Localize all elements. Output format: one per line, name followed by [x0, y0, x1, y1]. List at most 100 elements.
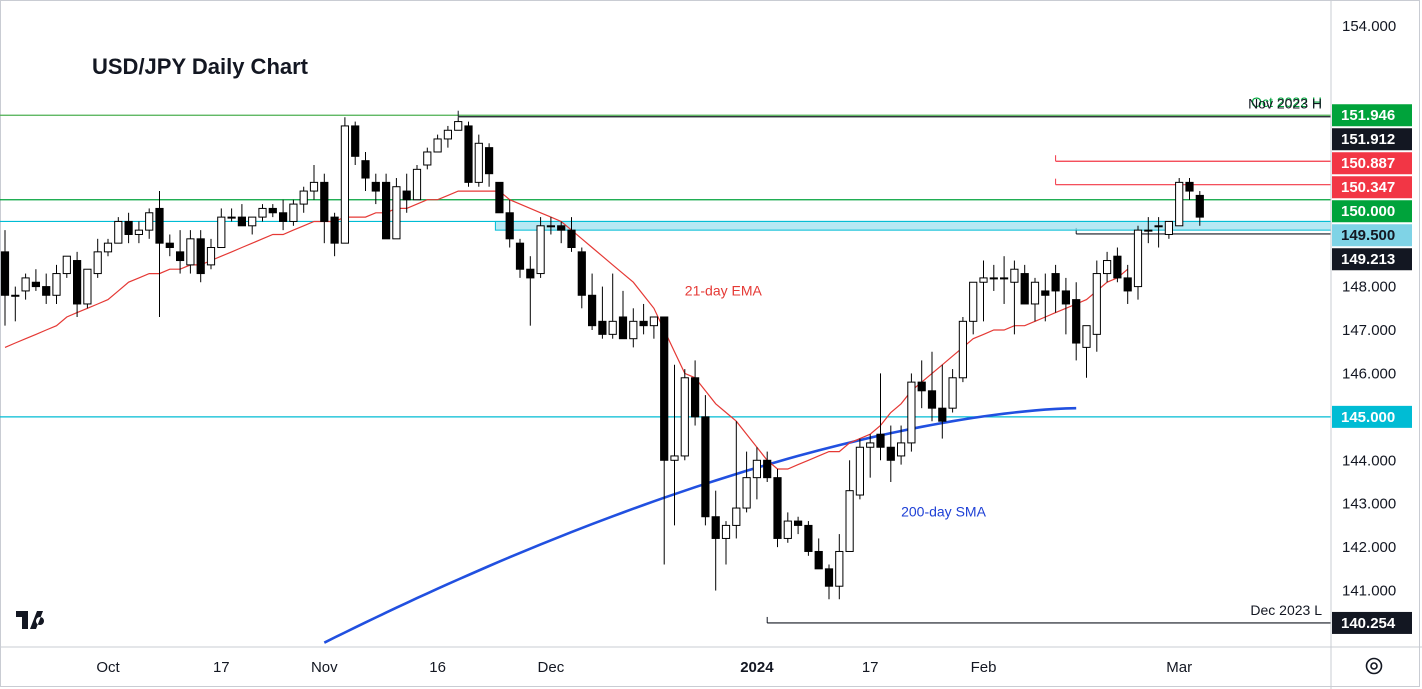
- candle-body: [1195, 194, 1204, 218]
- candle-body: [897, 442, 906, 457]
- candle-body: [1072, 299, 1081, 344]
- candle-body: [732, 507, 741, 526]
- candle: [443, 125, 452, 148]
- price-badge-label: 149.213: [1341, 251, 1395, 268]
- level-annotation: Dec 2023 L: [1250, 602, 1322, 618]
- price-badge-label: 150.347: [1341, 179, 1395, 196]
- x-tick-label: Dec: [538, 659, 565, 676]
- annotations: 21-day EMA 200-day SMA: [685, 282, 987, 519]
- candle: [1113, 247, 1122, 283]
- x-tick-label: 17: [213, 659, 230, 676]
- candle: [52, 264, 61, 304]
- candle-body: [691, 377, 700, 418]
- candle-body: [1103, 260, 1112, 275]
- candle: [691, 360, 700, 426]
- candle: [103, 238, 113, 257]
- candle-body: [1082, 325, 1091, 348]
- candle-body: [588, 294, 597, 327]
- candle-body: [917, 381, 926, 392]
- candle-body: [382, 181, 391, 240]
- chart-annotation: 200-day SMA: [901, 504, 986, 520]
- candle-body: [145, 212, 154, 231]
- candle: [948, 369, 957, 413]
- price-badge-label: 151.946: [1341, 107, 1395, 124]
- candle-body: [649, 316, 658, 327]
- candle-body: [93, 251, 102, 275]
- candle-body: [927, 390, 937, 409]
- candle: [114, 217, 123, 244]
- candle: [1000, 256, 1009, 304]
- candle-body: [629, 320, 638, 340]
- candle: [433, 134, 442, 153]
- candle: [845, 460, 854, 552]
- candle-body: [114, 220, 123, 244]
- candle-body: [680, 377, 689, 457]
- candle: [618, 290, 628, 340]
- price-badge-label: 140.254: [1341, 615, 1396, 632]
- candle-body: [351, 125, 360, 157]
- candle-body: [320, 181, 329, 222]
- candle: [11, 286, 20, 322]
- candle-body: [134, 229, 144, 235]
- candle-body: [1123, 277, 1132, 292]
- candle-body: [742, 477, 751, 509]
- candle: [505, 199, 514, 248]
- candle: [351, 121, 360, 166]
- candle: [567, 217, 576, 252]
- candle: [1185, 178, 1194, 200]
- candles: [0, 117, 1204, 600]
- candle: [340, 117, 349, 244]
- candle-body: [1144, 229, 1153, 232]
- y-tick-label: 147.000: [1342, 322, 1396, 339]
- chart-title: USD/JPY Daily Chart: [92, 54, 309, 79]
- candle: [649, 316, 658, 339]
- candle-body: [773, 477, 782, 539]
- price-badge-label: 149.500: [1341, 227, 1395, 244]
- candle-body: [557, 225, 566, 231]
- y-tick-label: 146.000: [1342, 365, 1396, 382]
- candle-body: [248, 216, 257, 227]
- candle-body: [711, 516, 720, 539]
- candle: [1175, 178, 1184, 227]
- candle-body: [1185, 181, 1194, 192]
- candle-body: [392, 186, 401, 240]
- candle-body: [62, 255, 71, 275]
- candle-body: [845, 490, 854, 552]
- candle: [21, 273, 30, 300]
- candle: [763, 451, 772, 482]
- candle: [1061, 277, 1071, 335]
- candle: [577, 247, 586, 309]
- candle-body: [474, 142, 483, 183]
- candle-body: [907, 381, 916, 444]
- candle-body: [866, 442, 875, 448]
- settings-icon[interactable]: [1365, 657, 1383, 675]
- candle: [412, 165, 422, 201]
- x-tick-label: 17: [862, 659, 879, 676]
- candle: [206, 238, 216, 270]
- y-tick-label: 144.000: [1342, 452, 1396, 469]
- candle-body: [73, 260, 82, 305]
- candle-body: [938, 407, 947, 422]
- candle: [42, 273, 51, 304]
- candle: [557, 221, 566, 244]
- candle-body: [464, 125, 473, 183]
- candle-body: [1051, 273, 1060, 292]
- candle-body: [1092, 273, 1101, 335]
- candle: [670, 364, 679, 526]
- candle-body: [52, 273, 61, 296]
- candle: [1030, 277, 1040, 322]
- candle: [495, 181, 504, 214]
- candle: [371, 173, 380, 205]
- candle: [1123, 264, 1132, 304]
- price-badge: [1332, 224, 1412, 247]
- candle: [464, 121, 473, 187]
- candle: [392, 178, 401, 240]
- candle-body: [763, 459, 772, 479]
- x-tick-label: Mar: [1166, 659, 1192, 676]
- candle-body: [289, 203, 298, 222]
- candle: [938, 364, 947, 439]
- candle: [927, 351, 937, 422]
- price-badge-label: 145.000: [1341, 409, 1395, 426]
- price-badge: [1332, 248, 1412, 271]
